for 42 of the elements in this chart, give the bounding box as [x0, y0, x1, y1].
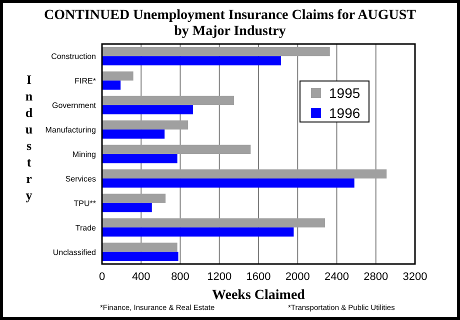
y-tick-label: TPU** [74, 198, 96, 208]
x-tick-label: 2800 [364, 271, 388, 283]
bar [102, 218, 326, 228]
x-tick-label: 800 [171, 271, 190, 283]
x-tick-label: 1600 [246, 271, 271, 283]
bar [102, 252, 178, 262]
chart-title: CONTINUED Unemployment Insurance Claims for AUGUST [44, 8, 417, 23]
y-axis-title: Industry [25, 72, 34, 202]
x-tick-label: 2400 [324, 271, 349, 283]
legend-label: 1995 [329, 85, 360, 101]
x-tick-label: 1200 [207, 271, 232, 283]
x-tick-label: 400 [132, 271, 150, 283]
y-tick-label: Manufacturing [45, 126, 96, 135]
y-tick-label: Unclassified [52, 248, 96, 257]
bar [102, 202, 152, 212]
bar [102, 120, 188, 130]
bar [102, 130, 165, 139]
y-tick-label: FIRE* [74, 76, 96, 86]
bar [102, 154, 178, 164]
y-tick-label: Mining [72, 150, 96, 159]
bar [102, 46, 330, 56]
bar [102, 71, 134, 81]
bar [102, 56, 281, 66]
bar [102, 169, 387, 178]
bar [102, 178, 354, 188]
bar [102, 227, 294, 237]
y-tick-label: Government [52, 101, 97, 110]
y-tick-label: Construction [51, 52, 96, 62]
bar [102, 96, 234, 106]
bar [102, 194, 166, 203]
bar [102, 80, 121, 90]
bar [102, 105, 193, 114]
y-tick-label: Trade [75, 223, 97, 232]
bar [102, 242, 178, 252]
x-tick-label: 3200 [402, 271, 428, 283]
chart-subtitle: by Major Industry [174, 24, 286, 39]
y-tick-label: Services [65, 174, 96, 184]
bar [102, 144, 251, 154]
x-tick-label: 2000 [285, 271, 310, 283]
x-axis-title: Weeks Claimed [212, 288, 306, 303]
legend-label: 1996 [329, 105, 360, 121]
x-tick-label: 0 [98, 271, 106, 283]
